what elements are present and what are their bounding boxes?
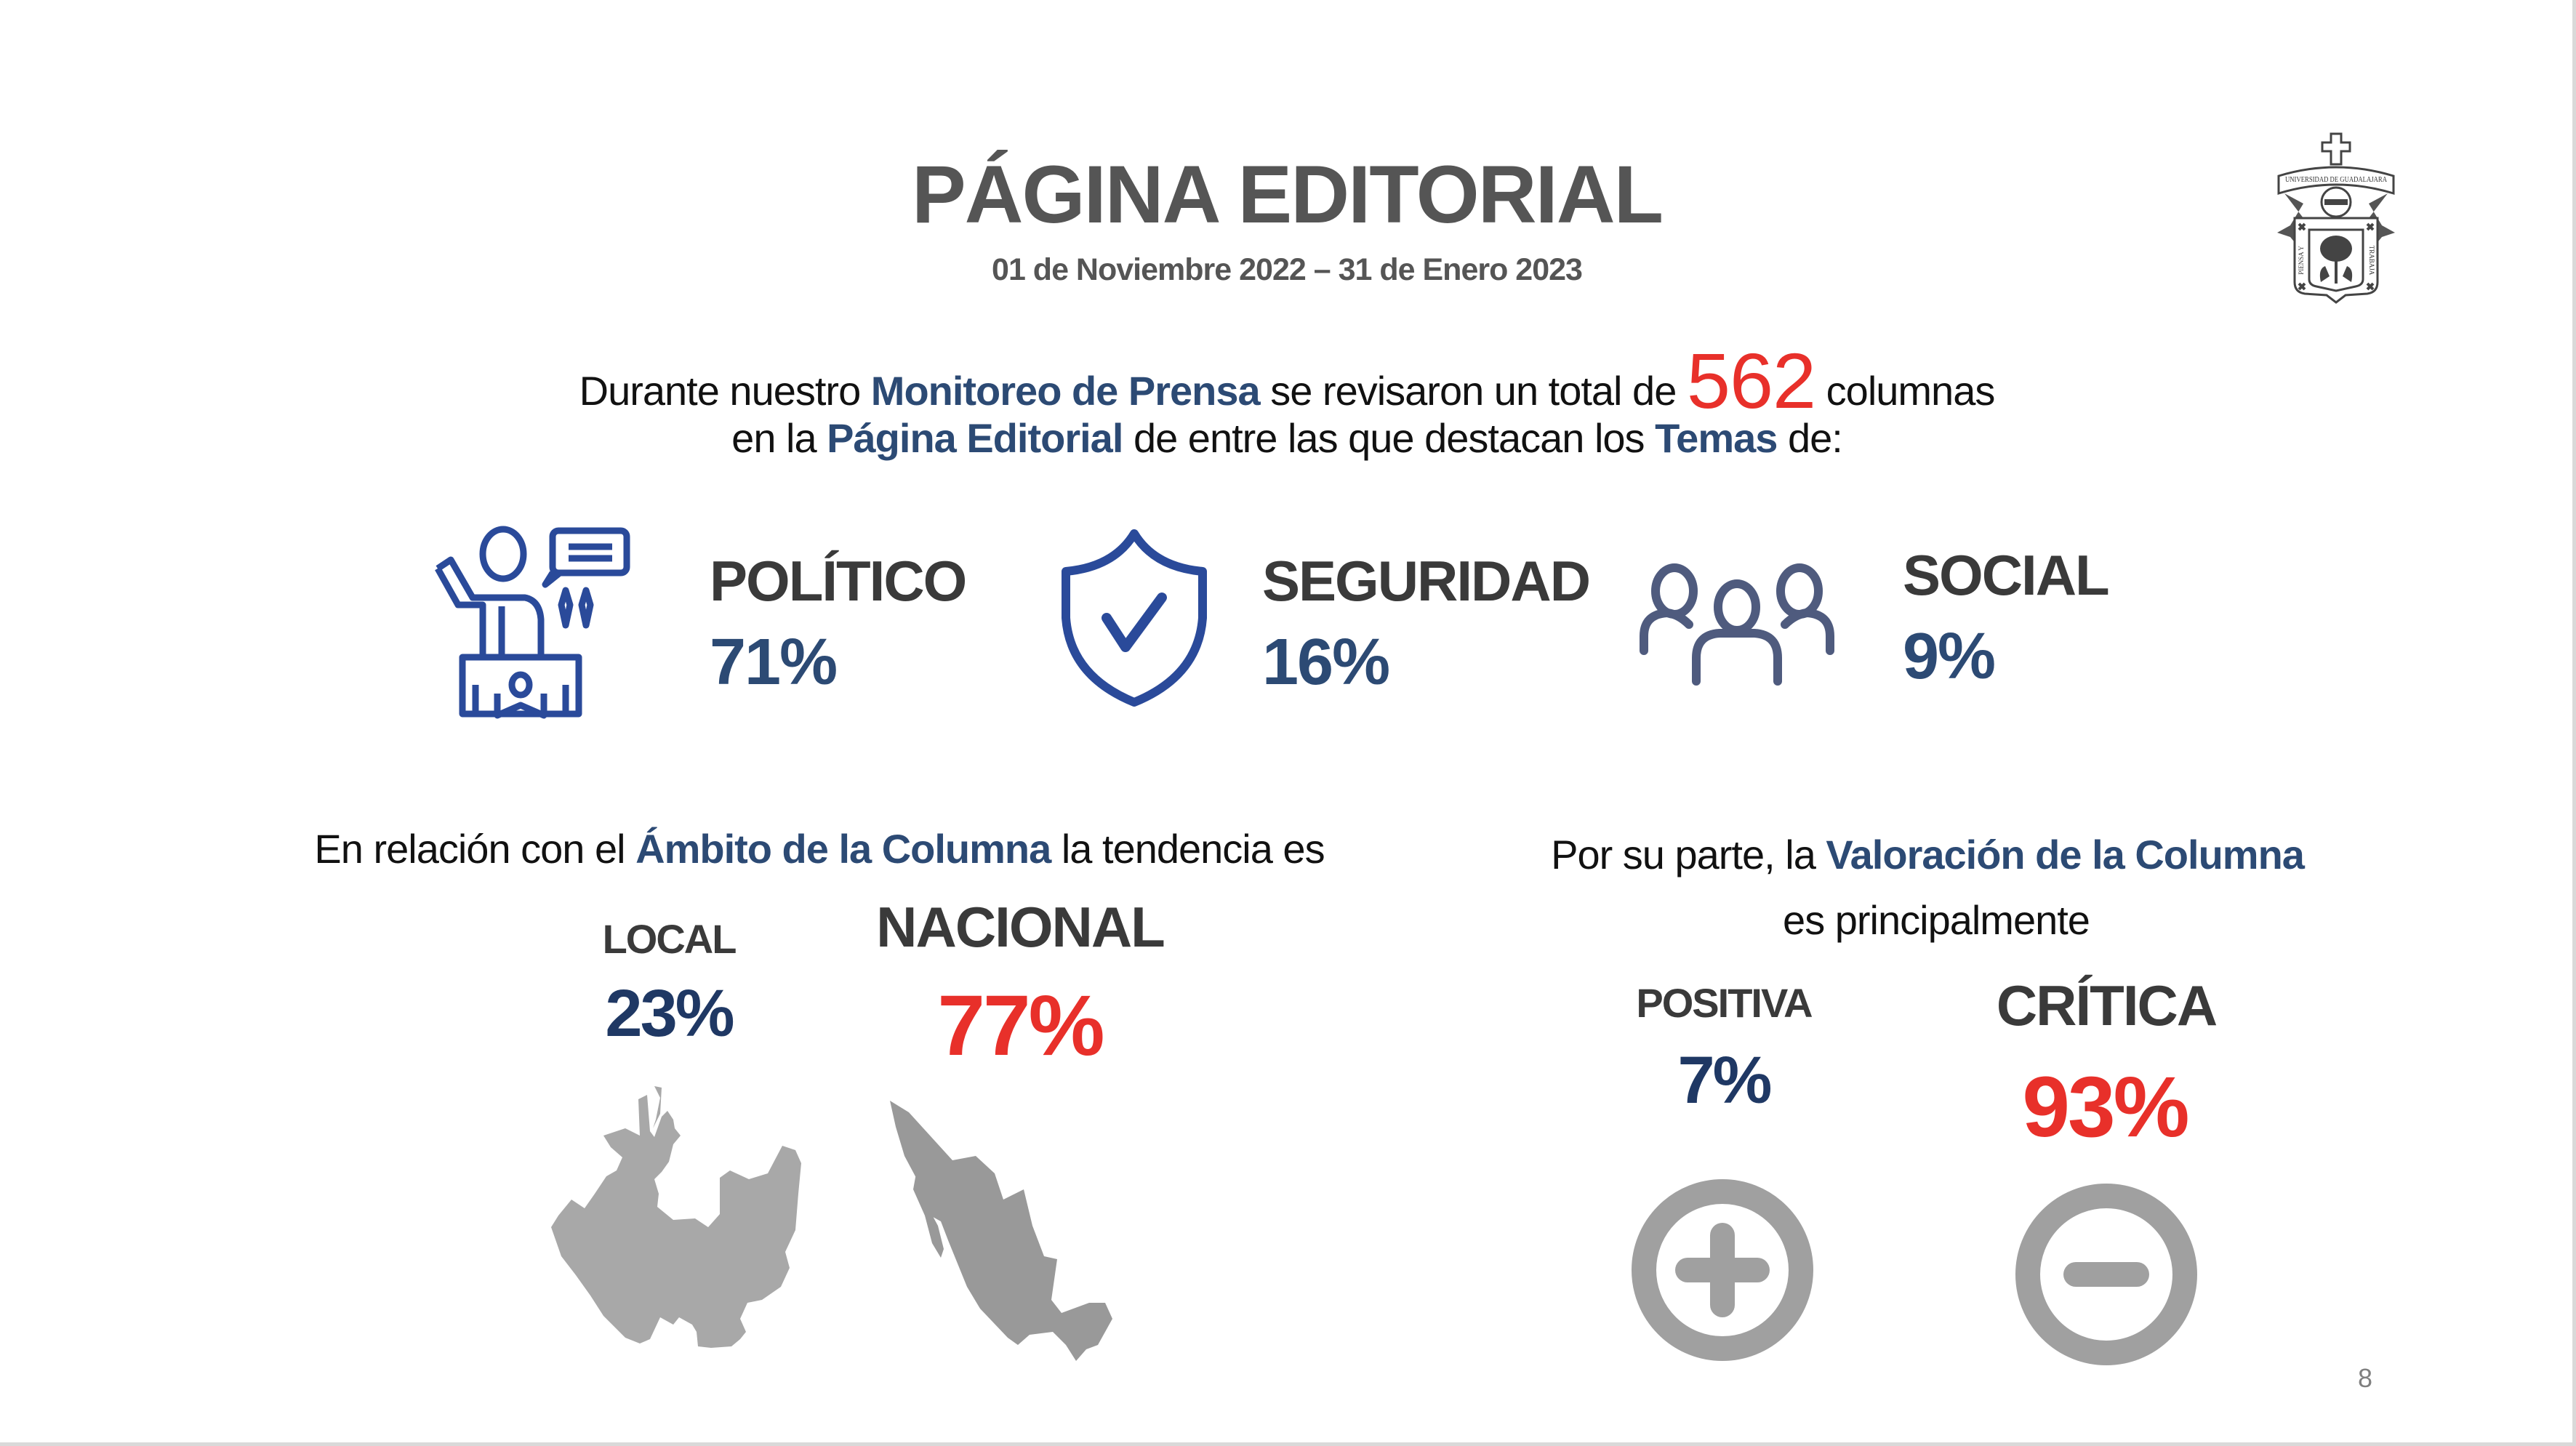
shield-check-icon [1062,529,1207,707]
logo-motto-right: TRABAJA [2368,246,2375,276]
theme-percent-seguridad: 16% [1262,626,1390,699]
valuation-highlight: Valoración de la Columna [1826,832,2305,877]
intro-highlight-pagina: Página Editorial [827,415,1123,461]
logo-motto-left: PIENSA Y [2298,246,2305,275]
intro-text: columnas [1826,368,1996,414]
scope-sentence: En relación con el Ámbito de la Columna … [314,826,1325,872]
intro-text: en la [731,415,816,461]
scope-local-label: LOCAL [602,916,737,962]
valuation-sentence-2: es principalmente [1783,897,2090,943]
theme-label-social: SOCIAL [1903,543,2110,607]
page-number: 8 [2358,1363,2373,1393]
plus-circle-icon [1632,1179,1813,1361]
intro-text: se revisaron un total de [1270,368,1677,414]
scope-highlight: Ámbito de la Columna [635,826,1051,872]
scope-text: la tendencia es [1061,826,1325,872]
intro-highlight-monitoreo: Monitoreo de Prensa [870,368,1261,414]
jalisco-map-icon [551,1086,801,1348]
valuation-positive-label: POSITIVA [1636,980,1813,1026]
valuation-sentence: Por su parte, la Valoración de la Column… [1551,832,2305,877]
intro-text: de entre las que destacan los [1133,415,1645,461]
page-title: PÁGINA EDITORIAL [911,149,1664,240]
university-crest-icon: UNIVERSIDAD DE GUADALAJARA PIENSA Y TRAB… [2277,132,2395,304]
logo-banner-text: UNIVERSIDAD DE GUADALAJARA [2285,175,2387,184]
theme-percent-politico: 71% [710,626,838,699]
theme-percent-social: 9% [1903,620,1996,693]
intro-highlight-temas: Temas [1655,415,1778,461]
scope-text: En relación con el [314,826,625,872]
minus-circle-icon [2015,1184,2197,1365]
intro-line-2: en la Página Editorial de entre las que … [731,415,1843,461]
valuation-critical-percent: 93% [2022,1059,2189,1155]
scope-local-percent: 23% [605,976,734,1051]
valuation-critical-label: CRÍTICA [1996,973,2218,1037]
scope-national-percent: 77% [937,978,1104,1074]
intro-text: Durante nuestro [579,368,862,414]
people-group-icon [1640,563,1834,686]
total-columns-count: 562 [1686,337,1816,425]
date-range: 01 de Noviembre 2022 – 31 de Enero 2023 [992,252,1583,287]
valuation-text: Por su parte, la [1551,832,1816,877]
theme-label-politico: POLÍTICO [710,549,967,613]
theme-label-seguridad: SEGURIDAD [1262,549,1591,613]
intro-text: de: [1787,415,1843,461]
valuation-positive-percent: 7% [1677,1043,1773,1117]
intro-line-1: Durante nuestro Monitoreo de Prensa se r… [579,342,1996,420]
mexico-map-icon [890,1101,1112,1361]
politician-podium-icon [435,526,630,719]
scope-national-label: NACIONAL [876,895,1165,959]
